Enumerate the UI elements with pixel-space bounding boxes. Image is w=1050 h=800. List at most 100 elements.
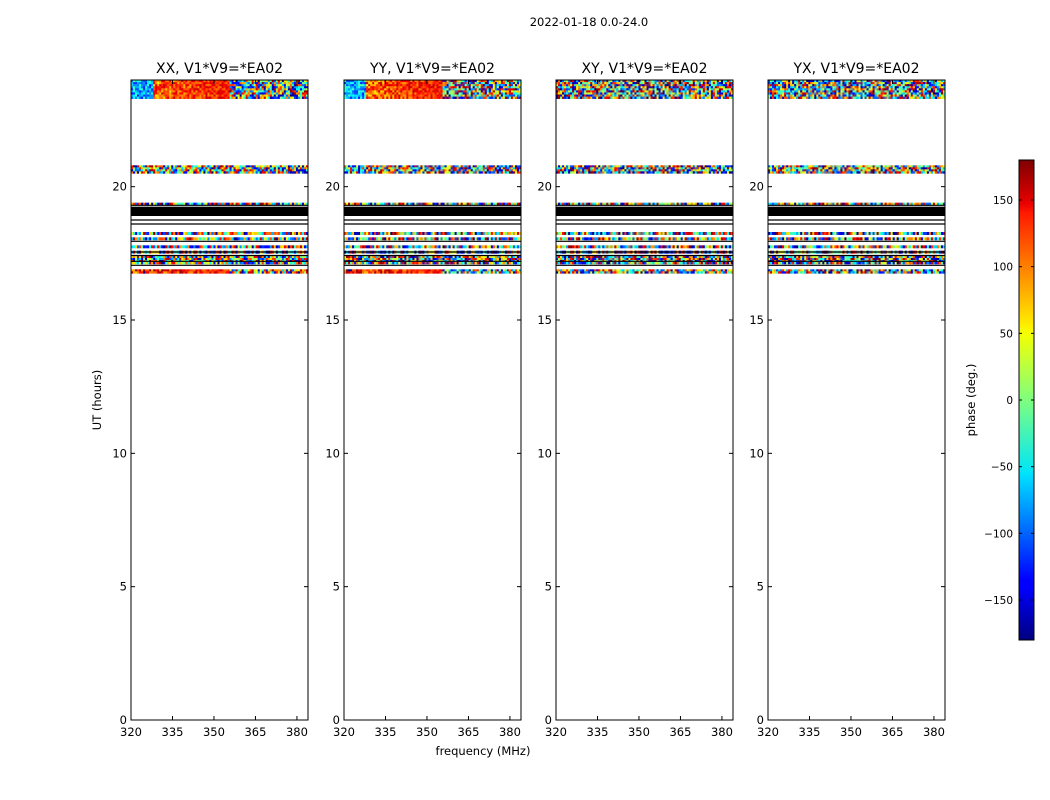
- colorbar-tick-label: −50: [991, 462, 1013, 474]
- phase-data-band: [768, 245, 946, 249]
- colorbar-tick-label: 100: [993, 262, 1013, 274]
- y-tick-label: 5: [545, 580, 552, 594]
- x-tick-label: 365: [881, 725, 903, 739]
- x-tick-label: 320: [545, 725, 567, 739]
- y-tick-label: 15: [749, 313, 764, 327]
- phase-data-band: [344, 202, 522, 206]
- colorbar-tick-label: 0: [1006, 395, 1013, 407]
- y-tick-label: 20: [112, 180, 127, 194]
- phase-data-band: [768, 237, 946, 241]
- phase-data-band: [768, 80, 946, 99]
- panel-2: YY, V1*V9=*EA02 320 335 350 365 380 0 5 10 15 20: [325, 61, 522, 739]
- x-tick-label: 380: [711, 725, 733, 739]
- x-tick-label: 365: [244, 725, 266, 739]
- phase-data-band: [131, 256, 309, 265]
- figure-suptitle: 2022-01-18 0.0-24.0: [530, 15, 649, 29]
- panel-frame: [343, 79, 522, 721]
- panel-title: YX, V1*V9=*EA02: [793, 61, 920, 77]
- x-tick-label: 350: [416, 725, 438, 739]
- phase-data-band: [344, 165, 522, 174]
- y-tick-label: 5: [757, 580, 764, 594]
- flagged-band: [556, 206, 733, 216]
- phase-data-band: [768, 202, 946, 206]
- panel-title: YY, V1*V9=*EA02: [369, 61, 495, 77]
- y-tick-label: 15: [325, 313, 340, 327]
- phase-data-band: [131, 245, 309, 249]
- panel-title: XX, V1*V9=*EA02: [156, 61, 283, 77]
- phase-data-band: [344, 256, 522, 265]
- phase-data-band: [768, 269, 946, 274]
- phase-data-band: [556, 269, 734, 274]
- x-tick-label: 320: [120, 725, 142, 739]
- phase-data-band: [131, 202, 309, 206]
- y-tick-label: 15: [112, 313, 127, 327]
- phase-data-band: [131, 165, 309, 174]
- panel-frame: [555, 79, 734, 721]
- phase-data-band: [344, 269, 522, 274]
- x-tick-label: 335: [587, 725, 609, 739]
- phase-data-band: [556, 237, 734, 241]
- colorbar-tick-label: −100: [984, 528, 1013, 540]
- phase-data-band: [344, 245, 522, 249]
- phase-data-band: [131, 269, 309, 274]
- y-tick-label: 20: [325, 180, 340, 194]
- y-tick-label: 5: [120, 580, 127, 594]
- x-tick-label: 365: [669, 725, 691, 739]
- panel-background: [556, 80, 733, 720]
- panel-frame: [767, 79, 946, 721]
- colorbar-label: phase (deg.): [964, 364, 978, 437]
- x-tick-label: 380: [923, 725, 945, 739]
- panel-background: [768, 80, 945, 720]
- y-tick-label: 10: [749, 446, 764, 460]
- x-tick-label: 320: [757, 725, 779, 739]
- y-tick-label: 10: [325, 446, 340, 460]
- panels-group: XX, V1*V9=*EA02 320 335 350 365 380 0 5 10 15 20 YY…: [112, 61, 946, 739]
- x-tick-label: 335: [162, 725, 184, 739]
- panel-1: XX, V1*V9=*EA02 320 335 350 365 380 0 5 10 15 20: [112, 61, 309, 739]
- phase-data-band: [768, 232, 946, 235]
- y-tick-label: 20: [537, 180, 552, 194]
- y-tick-label: 15: [537, 313, 552, 327]
- x-tick-label: 365: [457, 725, 479, 739]
- panel-title: XY, V1*V9=*EA02: [582, 61, 708, 77]
- y-tick-label: 0: [757, 713, 764, 727]
- phase-data-band: [556, 256, 734, 265]
- phase-data-band: [556, 165, 734, 174]
- phase-data-band: [344, 232, 522, 235]
- y-axis-label: UT (hours): [90, 370, 104, 430]
- phase-data-band: [768, 165, 946, 174]
- phase-data-band: [556, 245, 734, 249]
- panel-background: [344, 80, 521, 720]
- phase-data-band: [556, 80, 734, 99]
- phase-data-band: [344, 80, 522, 99]
- phase-data-band: [344, 237, 522, 241]
- y-tick-label: 10: [112, 446, 127, 460]
- panel-4: YX, V1*V9=*EA02 320 335 350 365 380 0 5 10 15 20: [749, 61, 946, 739]
- y-tick-label: 0: [120, 713, 127, 727]
- x-tick-label: 320: [333, 725, 355, 739]
- phase-data-band: [131, 237, 309, 241]
- phase-data-band: [768, 256, 946, 265]
- y-tick-label: 5: [333, 580, 340, 594]
- panel-background: [131, 80, 308, 720]
- x-tick-label: 380: [286, 725, 308, 739]
- x-tick-label: 350: [628, 725, 650, 739]
- y-tick-label: 0: [545, 713, 552, 727]
- y-tick-label: 20: [749, 180, 764, 194]
- x-tick-label: 335: [799, 725, 821, 739]
- flagged-band: [131, 206, 308, 216]
- phase-data-band: [131, 232, 309, 235]
- flagged-band: [768, 206, 945, 216]
- colorbar-tick-label: 150: [993, 195, 1013, 207]
- colorbar-tick-label: 50: [1000, 328, 1013, 340]
- x-tick-label: 350: [840, 725, 862, 739]
- x-axis-label: frequency (MHz): [436, 744, 531, 758]
- y-tick-label: 0: [333, 713, 340, 727]
- colorbar-tick-label: −150: [984, 595, 1013, 607]
- phase-data-band: [556, 232, 734, 235]
- x-tick-label: 380: [499, 725, 521, 739]
- phase-data-band: [556, 202, 734, 206]
- colorbar: 150 100 50 0 −50 −100 −150 phase (deg.): [964, 159, 1035, 641]
- x-tick-label: 350: [203, 725, 225, 739]
